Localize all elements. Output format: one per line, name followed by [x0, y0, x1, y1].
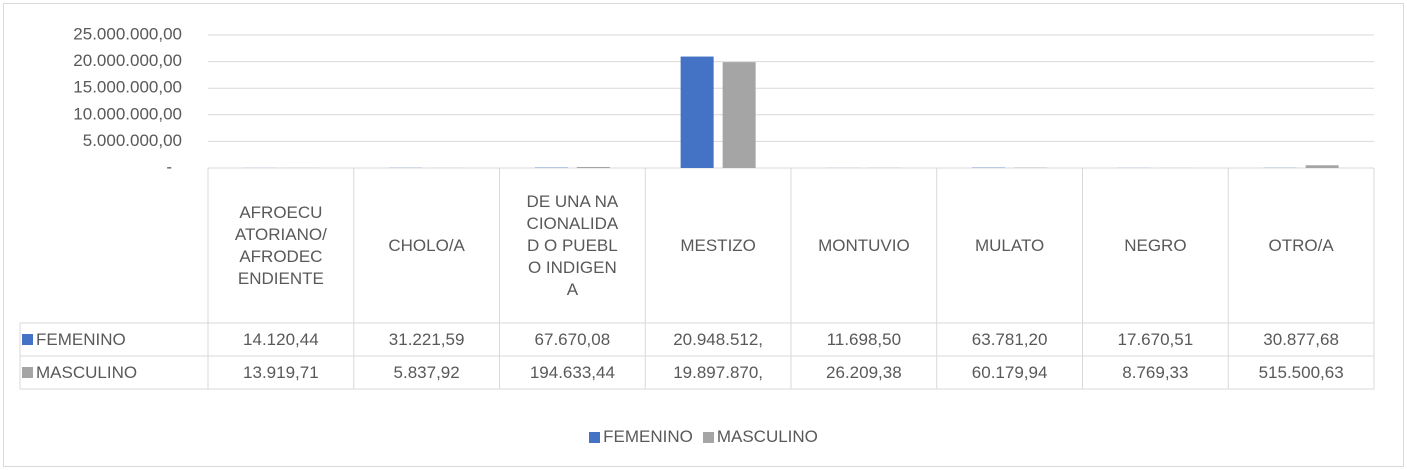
value-label: 5.837,92: [393, 362, 460, 382]
category-label: NEGRO: [1083, 168, 1229, 323]
category-text: MONTUVIO: [818, 235, 910, 255]
value-label: 17.670,51: [1117, 329, 1194, 349]
legend-label: MASCULINO: [716, 427, 818, 446]
category-label: DE UNA NACIONALIDAD O PUEBLO INDIGENA: [500, 168, 646, 323]
legend-key: [22, 367, 33, 378]
value-label: 30.877,68: [1263, 329, 1339, 349]
value-label: 19.897.870,: [673, 362, 764, 382]
bar: [576, 166, 610, 168]
bar: [722, 62, 756, 169]
category-text: OTRO/A: [1268, 235, 1334, 255]
category-text: CHOLO/A: [388, 235, 465, 255]
row-header: FEMENINO: [20, 323, 208, 356]
value-label: 194.633,44: [529, 362, 615, 382]
category-label: OTRO/A: [1228, 168, 1374, 323]
bar: [1305, 165, 1339, 168]
value-label: 26.209,38: [826, 362, 902, 382]
value-label: 11.698,50: [826, 329, 902, 349]
category-label: AFROECUATORIANO/AFRODECENDIENTE: [208, 168, 354, 323]
category-text: AFROECUATORIANO/AFRODECENDIENTE: [234, 202, 327, 288]
row-label: MASCULINO: [36, 362, 138, 382]
y-tick-label: 10.000.000,00: [73, 104, 182, 123]
value-label: 67.670,08: [534, 329, 611, 349]
row-label: FEMENINO: [36, 329, 126, 349]
value-label: 14.120,44: [243, 329, 319, 349]
value-label: 13.919,71: [243, 362, 319, 382]
value-label: 63.781,20: [971, 329, 1048, 349]
legend-key: [22, 334, 33, 345]
category-label: MONTUVIO: [791, 168, 937, 323]
legend: FEMENINO MASCULINO: [0, 424, 1407, 450]
bar: [680, 56, 714, 168]
category-text: MULATO: [974, 235, 1045, 255]
legend-label: FEMENINO: [603, 427, 693, 446]
y-tick-label: 15.000.000,00: [73, 78, 182, 97]
category-text: NEGRO: [1124, 235, 1187, 255]
category-text: DE UNA NACIONALIDAD O PUEBLO INDIGENA: [526, 191, 619, 299]
value-label: 31.221,59: [388, 329, 465, 349]
legend-key: [702, 431, 714, 443]
category-label: CHOLO/A: [354, 168, 500, 323]
category-label: MESTIZO: [645, 168, 791, 323]
row-header: MASCULINO: [20, 356, 208, 389]
category-label: MULATO: [937, 168, 1083, 323]
y-tick-label: -: [166, 157, 172, 176]
value-label: 60.179,94: [971, 362, 1048, 382]
y-tick-label: 25.000.000,00: [73, 24, 182, 43]
value-label: 515.500,63: [1258, 362, 1344, 382]
category-text: MESTIZO: [680, 235, 756, 255]
value-label: 8.769,33: [1122, 362, 1189, 382]
y-tick-label: 20.000.000,00: [73, 51, 182, 70]
legend-key: [589, 431, 601, 443]
value-label: 20.948.512,: [673, 329, 764, 349]
y-tick-label: 5.000.000,00: [83, 131, 182, 150]
